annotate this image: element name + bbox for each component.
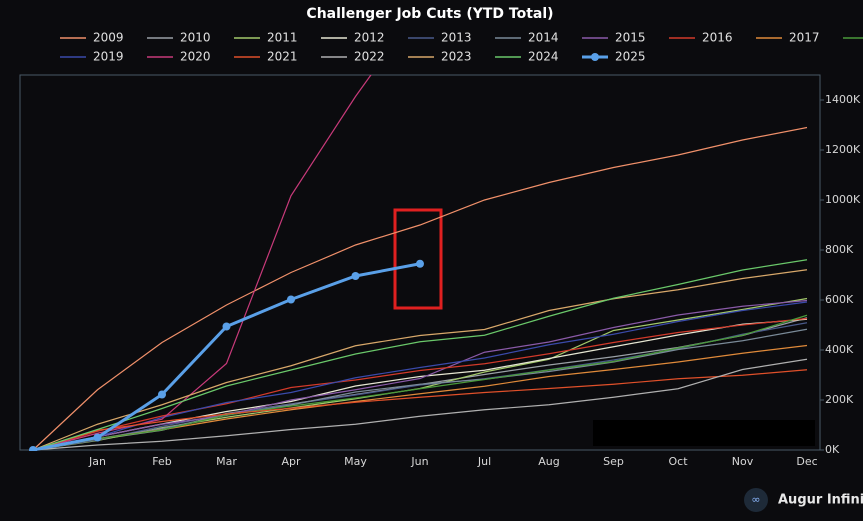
watermark: Augur Infinity <box>778 493 863 508</box>
x-tick-label: May <box>344 455 367 468</box>
legend-label: 2017 <box>789 31 820 45</box>
x-tick-label: Feb <box>152 455 171 468</box>
legend-label: 2014 <box>528 31 559 45</box>
series-line <box>32 301 808 451</box>
y-tick-label: 400K <box>825 343 854 356</box>
series-line <box>32 369 808 451</box>
chart-title: Challenger Job Cuts (YTD Total) <box>306 6 553 22</box>
series-marker <box>287 295 295 304</box>
series-marker <box>222 322 231 331</box>
legend-label: 2024 <box>528 50 559 64</box>
y-tick-label: 800K <box>825 243 854 256</box>
series-line <box>32 322 808 451</box>
legend-label: 2013 <box>441 31 472 45</box>
legend-label: 2016 <box>702 31 733 45</box>
series-line <box>32 317 808 451</box>
redaction <box>593 420 815 446</box>
logo-icon <box>744 488 768 512</box>
plot-area <box>29 75 808 451</box>
logo-glyph: ∞ <box>751 493 760 506</box>
x-tick-label: Aug <box>538 455 559 468</box>
x-tick-label: Mar <box>216 455 237 468</box>
series-line <box>32 299 808 451</box>
legend-label: 2019 <box>93 50 124 64</box>
x-tick-label: Oct <box>668 455 688 468</box>
y-tick-label: 1400K <box>825 93 861 106</box>
x-tick-label: Jan <box>88 455 106 468</box>
legend-label: 2020 <box>180 50 211 64</box>
legend-label: 2015 <box>615 31 646 45</box>
series-marker <box>29 446 37 451</box>
legend-label: 2021 <box>267 50 298 64</box>
x-tick-label: Sep <box>603 455 624 468</box>
series-marker <box>351 272 360 280</box>
series-line <box>32 126 808 451</box>
x-tick-label: Nov <box>732 455 754 468</box>
legend-label: 2025 <box>615 50 646 64</box>
series-line <box>32 358 808 451</box>
series-line <box>32 269 808 451</box>
legend-label: 2022 <box>354 50 385 64</box>
x-tick-label: Jul <box>477 455 491 468</box>
x-tick-label: Jun <box>410 455 428 468</box>
y-tick-label: 600K <box>825 293 854 306</box>
series-line <box>32 75 372 451</box>
series-line <box>32 259 808 451</box>
legend-label: 2012 <box>354 31 385 45</box>
legend-label: 2023 <box>441 50 472 64</box>
legend-label: 2011 <box>267 31 298 45</box>
series-marker <box>158 390 166 399</box>
y-tick-label: 1000K <box>825 193 861 206</box>
y-tick-label: 1200K <box>825 143 861 156</box>
legend-label: 2010 <box>180 31 211 45</box>
x-tick-label: Dec <box>796 455 817 468</box>
y-tick-label: 0K <box>825 443 840 456</box>
series-marker <box>93 433 102 442</box>
plot-frame <box>19 74 821 451</box>
series-line <box>32 314 808 451</box>
highlight-box <box>393 208 443 310</box>
legend-marker <box>591 53 599 61</box>
y-tick-label: 200K <box>825 393 854 406</box>
series-marker <box>416 259 424 268</box>
series-line <box>32 328 808 451</box>
legend-label: 2009 <box>93 31 124 45</box>
x-tick-label: Apr <box>281 455 301 468</box>
